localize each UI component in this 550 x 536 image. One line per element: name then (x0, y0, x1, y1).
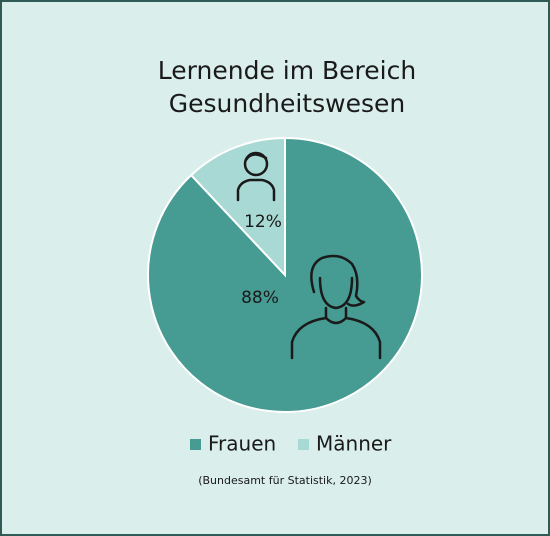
woman-icon-hair (310, 254, 366, 307)
man-icon-head (243, 151, 269, 177)
legend-label: Frauen (208, 432, 276, 456)
pie (147, 136, 423, 413)
legend-swatch (298, 439, 309, 450)
man-icon-body (236, 178, 276, 202)
source-note: (Bundesamt für Statistik, 2023) (198, 474, 372, 487)
woman-icon-face (318, 276, 354, 310)
data-label: 12% (244, 212, 282, 232)
woman-icon-collar (324, 316, 348, 325)
legend-label: Männer (316, 432, 392, 456)
data-label: 88% (241, 288, 279, 308)
legend-swatch (190, 439, 201, 450)
chart-title: Lernende im Bereich Gesundheitswesen (157, 56, 417, 118)
man-icon-hair (244, 153, 268, 162)
icons (236, 151, 382, 360)
